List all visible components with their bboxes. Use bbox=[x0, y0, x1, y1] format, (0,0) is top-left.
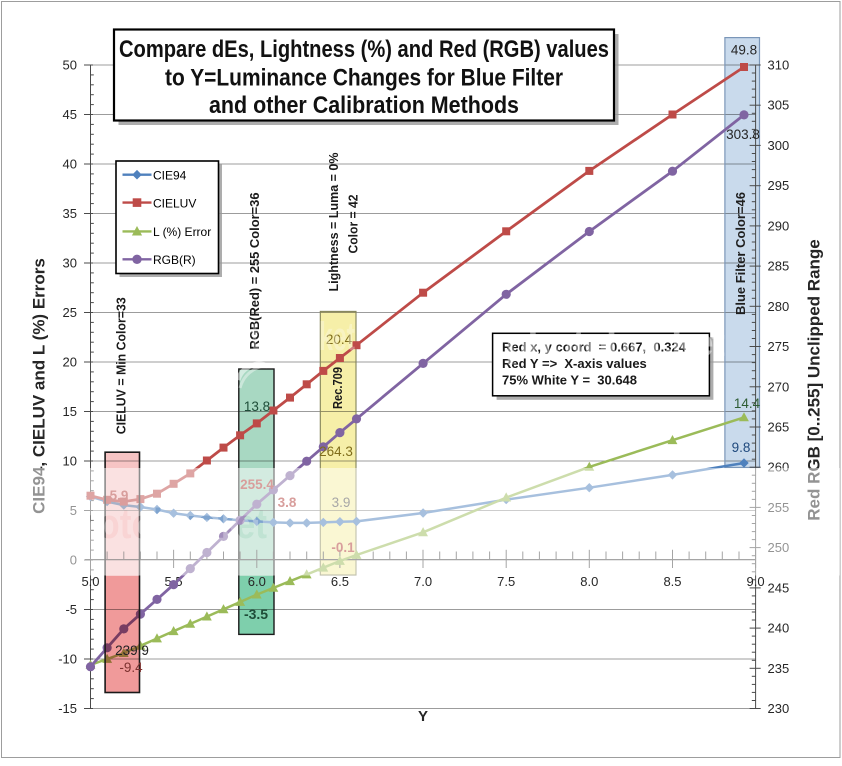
svg-text:to Y=Luminance Changes for Blu: to Y=Luminance Changes for Blue Filter bbox=[165, 65, 563, 92]
svg-text:270: 270 bbox=[768, 379, 790, 394]
svg-text:Red x, y coord = 0.667, 0.32: Red x, y coord = 0.667, 0.324 bbox=[502, 340, 687, 355]
svg-text:275: 275 bbox=[768, 339, 790, 354]
svg-text:245: 245 bbox=[768, 580, 790, 595]
svg-text:RGB(Red) = 255 Color=36: RGB(Red) = 255 Color=36 bbox=[247, 193, 262, 350]
svg-text:CIE94: CIE94 bbox=[153, 169, 187, 183]
svg-text:Red Y => X-axis values: Red Y => X-axis values bbox=[502, 356, 647, 371]
svg-text:20.4: 20.4 bbox=[326, 332, 353, 347]
svg-text:8.5: 8.5 bbox=[663, 574, 681, 589]
svg-text:239.9: 239.9 bbox=[115, 643, 149, 658]
svg-text:-10: -10 bbox=[58, 652, 77, 667]
svg-text:310: 310 bbox=[768, 58, 790, 73]
svg-text:235: 235 bbox=[768, 661, 790, 676]
svg-text:and other Calibration Methods: and other Calibration Methods bbox=[209, 92, 519, 119]
svg-text:13.8: 13.8 bbox=[244, 399, 270, 414]
svg-text:14.4: 14.4 bbox=[734, 396, 761, 411]
svg-text:CIELUV = Min Color=33: CIELUV = Min Color=33 bbox=[114, 297, 129, 434]
svg-text:30: 30 bbox=[63, 256, 77, 271]
svg-text:300: 300 bbox=[768, 138, 790, 153]
svg-text:CIELUV: CIELUV bbox=[153, 196, 196, 210]
svg-text:-15: -15 bbox=[58, 701, 77, 716]
svg-text:305: 305 bbox=[768, 98, 790, 113]
svg-text:49.8: 49.8 bbox=[731, 43, 757, 58]
svg-text:Blue Filter Color=46: Blue Filter Color=46 bbox=[733, 192, 748, 315]
svg-text:RGB(R): RGB(R) bbox=[153, 253, 196, 267]
svg-text:Color = 42: Color = 42 bbox=[346, 195, 361, 254]
svg-text:50: 50 bbox=[63, 58, 77, 73]
svg-text:280: 280 bbox=[768, 299, 790, 314]
svg-text:photobucket: photobucket bbox=[505, 321, 725, 365]
svg-text:6.0: 6.0 bbox=[248, 574, 266, 589]
svg-text:303.8: 303.8 bbox=[726, 127, 760, 142]
svg-text:5.0: 5.0 bbox=[81, 574, 99, 589]
svg-text:Y: Y bbox=[418, 708, 428, 725]
svg-text:265: 265 bbox=[768, 420, 790, 435]
svg-text:240: 240 bbox=[768, 621, 790, 636]
svg-text:photobucket: photobucket bbox=[205, 315, 355, 359]
svg-text:285: 285 bbox=[768, 259, 790, 274]
svg-text:264.3: 264.3 bbox=[319, 444, 353, 459]
svg-text:-3.5: -3.5 bbox=[244, 606, 268, 622]
svg-text:230: 230 bbox=[768, 701, 790, 716]
svg-text:20: 20 bbox=[63, 355, 77, 370]
svg-text:-9.4: -9.4 bbox=[119, 660, 143, 675]
svg-text:45: 45 bbox=[63, 107, 77, 122]
svg-text:40: 40 bbox=[63, 157, 77, 172]
svg-text:7.5: 7.5 bbox=[497, 574, 515, 589]
svg-text:10: 10 bbox=[63, 454, 77, 469]
svg-text:35: 35 bbox=[63, 206, 77, 221]
svg-text:7.0: 7.0 bbox=[414, 574, 432, 589]
svg-text:290: 290 bbox=[768, 218, 790, 233]
svg-text:25: 25 bbox=[63, 305, 77, 320]
svg-text:-5: -5 bbox=[65, 602, 77, 617]
svg-text:6.5: 6.5 bbox=[331, 574, 349, 589]
svg-text:Lightness = Luma = 0%: Lightness = Luma = 0% bbox=[326, 152, 341, 291]
svg-text:9.8: 9.8 bbox=[732, 440, 751, 455]
svg-text:8.0: 8.0 bbox=[580, 574, 598, 589]
svg-text:Red RGB [0..255] Unclipped Ran: Red RGB [0..255] Unclipped Range bbox=[805, 239, 824, 521]
svg-text:L (%) Error: L (%) Error bbox=[153, 225, 211, 239]
svg-text:Rec.709: Rec.709 bbox=[330, 367, 345, 409]
svg-text:CIE94, CIELUV and L (%) Errors: CIE94, CIELUV and L (%) Errors bbox=[30, 258, 49, 514]
svg-text:295: 295 bbox=[768, 178, 790, 193]
svg-text:Compare dEs, Lightness (%) and: Compare dEs, Lightness (%) and Red (RGB)… bbox=[119, 36, 609, 63]
svg-text:75% White Y = 30.648: 75% White Y = 30.648 bbox=[502, 373, 637, 388]
svg-text:15: 15 bbox=[63, 404, 77, 419]
svg-text:9.0: 9.0 bbox=[747, 574, 765, 589]
